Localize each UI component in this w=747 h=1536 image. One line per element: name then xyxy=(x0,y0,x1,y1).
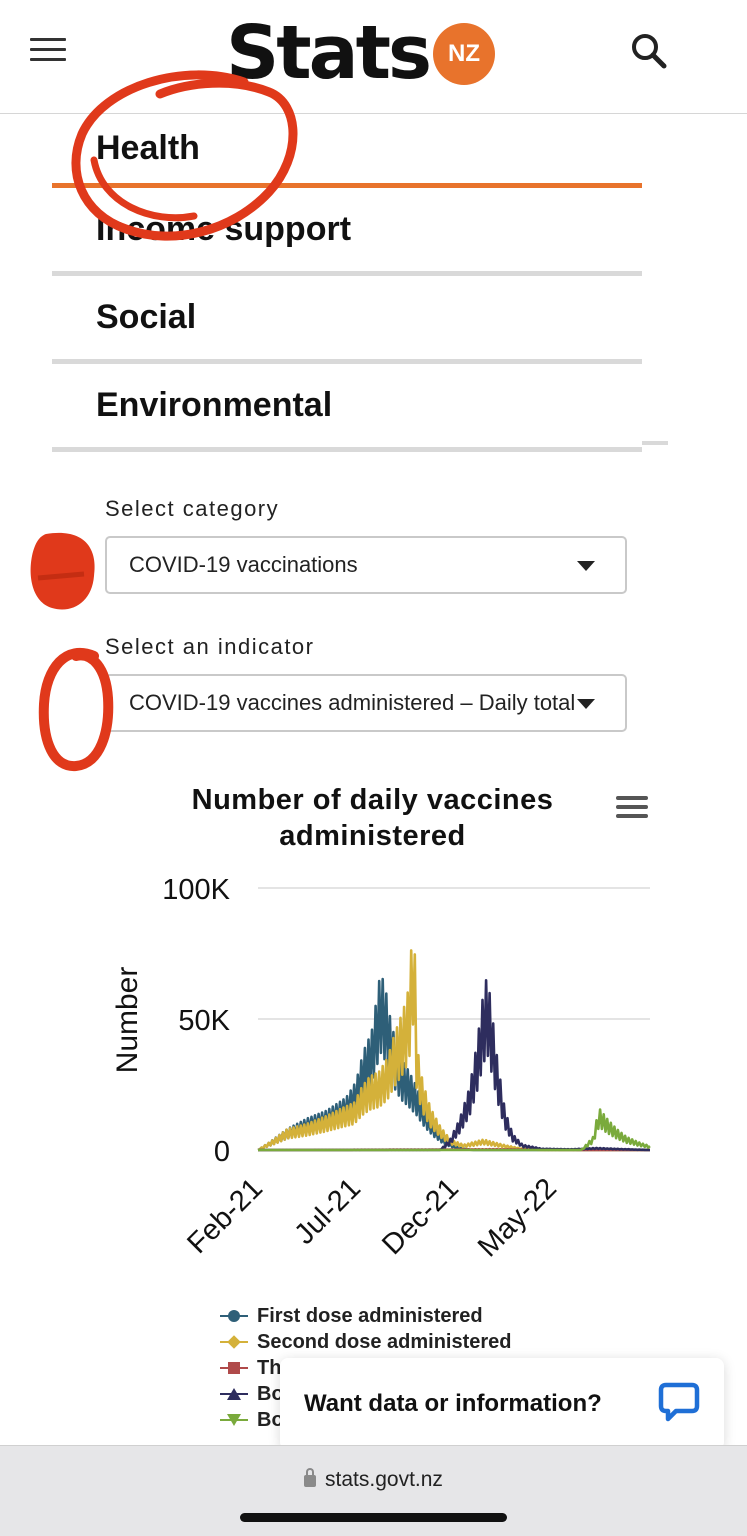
nav-item-environmental[interactable]: Environmental xyxy=(52,364,642,452)
x-tick-label: Jul-21 xyxy=(288,1172,366,1250)
browser-address-bar[interactable]: stats.govt.nz xyxy=(0,1445,747,1536)
stats-nz-logo[interactable]: Stats NZ xyxy=(226,8,496,98)
chevron-down-icon xyxy=(577,561,595,571)
series-line-5 xyxy=(258,1108,651,1152)
chevron-down-icon xyxy=(577,699,595,709)
url-display[interactable]: stats.govt.nz xyxy=(0,1468,747,1492)
legend-item[interactable]: First dose administered xyxy=(220,1303,540,1329)
site-header: Stats NZ xyxy=(0,0,747,114)
help-text: Want data or information? xyxy=(304,1390,602,1417)
indicator-select[interactable]: COVID-19 vaccines administered – Daily t… xyxy=(105,674,627,732)
legend-marker-icon xyxy=(220,1309,248,1323)
url-text: stats.govt.nz xyxy=(325,1468,443,1491)
help-chat-bubble[interactable]: Want data or information? xyxy=(280,1358,724,1450)
red-scribble-oval xyxy=(38,647,114,772)
y-axis-title: Number xyxy=(111,967,144,1074)
logo-badge: NZ xyxy=(433,23,496,85)
legend-item[interactable]: Bo xyxy=(220,1381,540,1407)
nav-divider xyxy=(642,441,668,445)
legend-label: Bo xyxy=(257,1382,284,1405)
nav-item-social[interactable]: Social xyxy=(52,276,642,364)
search-icon[interactable] xyxy=(628,30,670,72)
red-scribble-blob xyxy=(30,532,95,610)
legend-item[interactable]: Th xyxy=(220,1355,540,1381)
logo-text: Stats xyxy=(226,10,432,96)
legend-item[interactable]: Second dose administered xyxy=(220,1329,540,1355)
indicator-label: Select an indicator xyxy=(105,634,315,659)
legend-marker-icon xyxy=(220,1413,248,1427)
legend-label: Th xyxy=(257,1356,282,1379)
x-tick-label: May-22 xyxy=(472,1172,563,1263)
y-tick-label: 50K xyxy=(178,1005,230,1037)
chat-icon xyxy=(658,1382,700,1422)
chart-title: Number of daily vaccines administered xyxy=(191,784,554,852)
indicator-select-value: COVID-19 vaccines administered – Daily t… xyxy=(129,690,576,715)
category-select-value: COVID-19 vaccinations xyxy=(129,552,358,577)
legend-label: First dose administered xyxy=(257,1304,483,1327)
y-tick-label: 100K xyxy=(162,874,230,906)
x-tick-label: Feb-21 xyxy=(181,1172,269,1260)
chart-menu-icon[interactable] xyxy=(616,796,648,820)
chart-legend: First dose administered Second dose admin… xyxy=(220,1303,540,1433)
category-select[interactable]: COVID-19 vaccinations xyxy=(105,536,627,594)
legend-label: Second dose administered xyxy=(257,1330,512,1353)
category-label: Select category xyxy=(105,496,280,521)
x-tick-label: Dec-21 xyxy=(376,1172,465,1261)
menu-icon[interactable] xyxy=(30,38,66,64)
lock-icon xyxy=(304,1468,317,1487)
nav-item-health[interactable]: Health xyxy=(52,114,642,188)
topic-nav: Health Income support Social Environment… xyxy=(52,114,642,452)
legend-label: Bo xyxy=(257,1408,284,1431)
y-tick-label: 0 xyxy=(214,1136,230,1168)
legend-item[interactable]: Bo xyxy=(220,1407,540,1433)
nav-item-income-support[interactable]: Income support xyxy=(52,188,642,276)
legend-marker-icon xyxy=(220,1387,248,1401)
legend-marker-icon xyxy=(220,1335,248,1349)
home-indicator xyxy=(240,1513,507,1522)
legend-marker-icon xyxy=(220,1361,248,1375)
vaccines-line-chart: 0 50K 100K Number Feb-21 Jul-21 Dec-21 May-22 xyxy=(111,874,651,1263)
